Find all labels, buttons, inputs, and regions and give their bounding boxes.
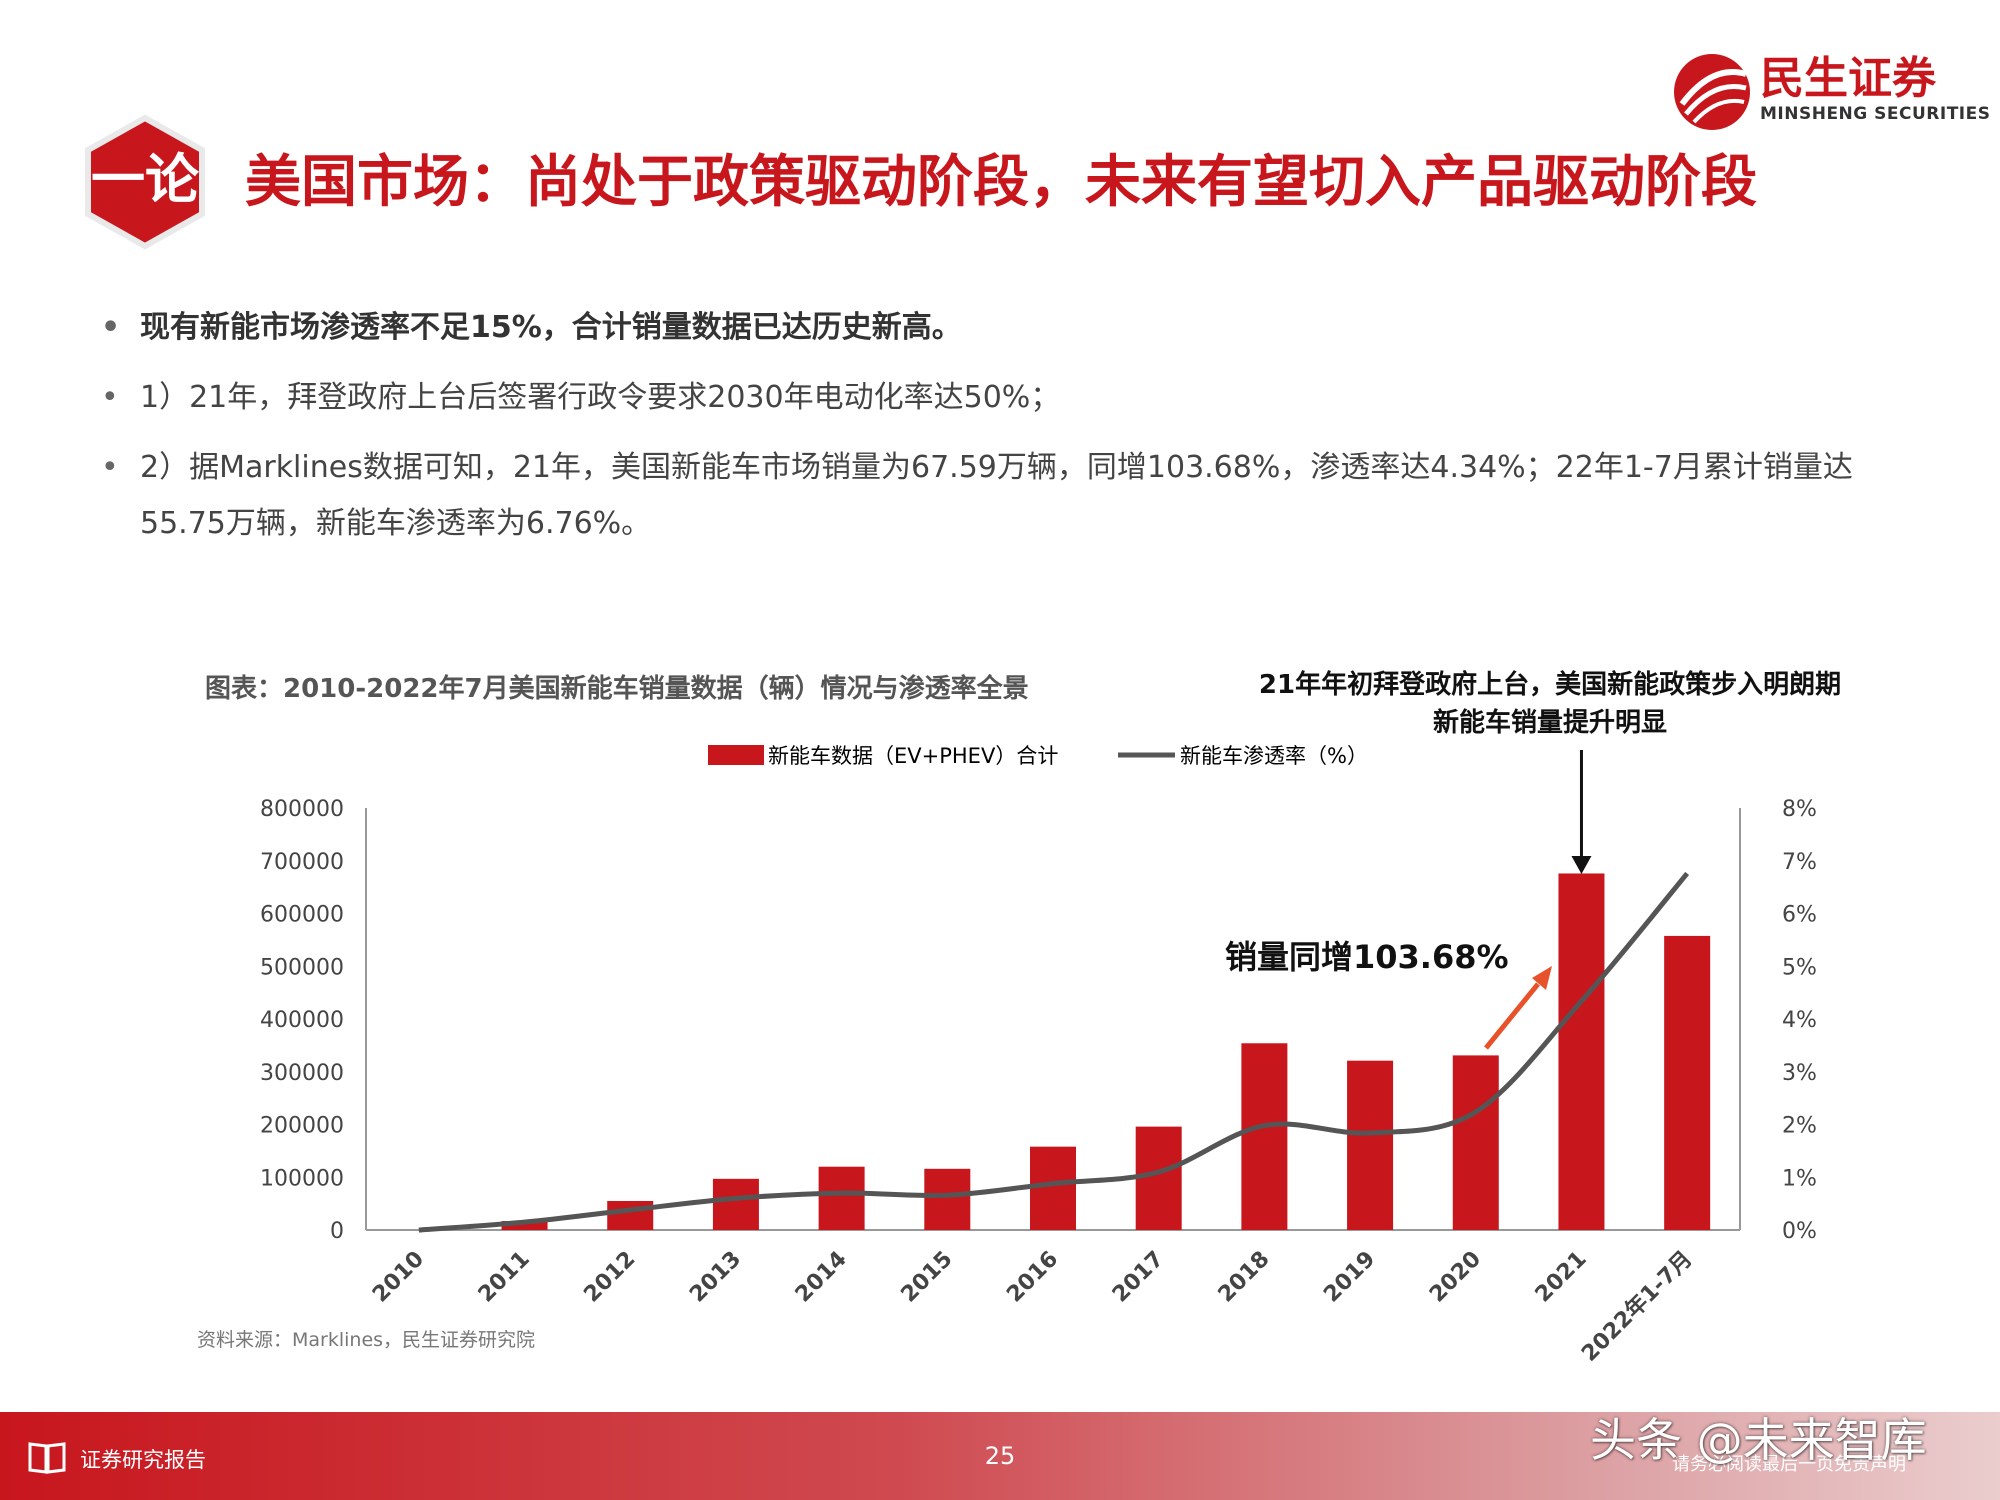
bullet-item: • 现有新能市场渗透率不足15%，合计销量数据已达历史新高。 <box>95 300 1925 356</box>
bullet-dot-icon: • <box>101 310 121 345</box>
bar <box>818 1166 865 1230</box>
chart-note: 21年年初拜登政府上台，美国新能政策步入明朗期 新能车销量提升明显 <box>1220 666 1880 742</box>
x-tick-label: 2022年1-7月 <box>1576 1246 1697 1367</box>
legend-bar-label: 新能车数据（EV+PHEV）合计 <box>768 744 1058 768</box>
y-tick-label: 100000 <box>260 1166 344 1191</box>
bar <box>924 1168 971 1230</box>
y-tick-label: 400000 <box>260 1008 344 1033</box>
footer-bar <box>0 1412 2000 1500</box>
penetration-line <box>418 871 1690 1233</box>
bullet-text: 1）21年，拜登政府上台后签署行政令要求2030年电动化率达50%； <box>140 380 1061 415</box>
bar <box>501 1221 548 1230</box>
y2-tick-label: 6% <box>1782 903 1817 928</box>
chart-title: 图表：2010-2022年7月美国新能车销量数据（辆）情况与渗透率全景 <box>205 674 1029 704</box>
book-icon <box>28 1442 66 1474</box>
bar <box>1452 1055 1499 1230</box>
y2-tick-label: 4% <box>1782 1008 1817 1033</box>
y2-tick-label: 1% <box>1782 1166 1817 1191</box>
legend-line-label: 新能车渗透率（%） <box>1180 744 1368 768</box>
page-number: 25 <box>984 1442 1016 1470</box>
bar <box>1241 1043 1288 1230</box>
growth-arrow-head <box>1532 966 1552 990</box>
page-title: 美国市场：尚处于政策驱动阶段，未来有望切入产品驱动阶段 <box>245 150 1757 215</box>
x-tick-label: 2021 <box>1531 1247 1592 1308</box>
x-tick-label: 2020 <box>1425 1247 1486 1308</box>
x-tick-label: 2010 <box>368 1247 429 1308</box>
watermark: 头条 @未来智库 <box>1590 1413 1927 1467</box>
y2-tick-label: 0% <box>1782 1219 1817 1244</box>
y-tick-label: 200000 <box>260 1114 344 1139</box>
bar <box>1664 935 1711 1230</box>
bullet-item: • 2）据Marklines数据可知，21年，美国新能车市场销量为67.59万辆… <box>95 440 1925 552</box>
bar <box>1030 1146 1076 1230</box>
minsheng-logo <box>1672 52 1957 132</box>
chart-source: 资料来源：Marklines，民生证券研究院 <box>197 1329 536 1351</box>
y2-tick-label: 7% <box>1782 850 1817 875</box>
x-tick-label: 2015 <box>897 1247 958 1308</box>
y2-tick-label: 2% <box>1782 1114 1817 1139</box>
minsheng-logo-icon <box>1674 54 1750 130</box>
x-tick-label: 2016 <box>1002 1247 1063 1308</box>
footer-disclaimer: 请务必阅读最后一页免责声明 <box>1672 1454 1906 1475</box>
line-series <box>418 871 1690 1233</box>
y-tick-label: 500000 <box>260 955 344 980</box>
logo-english-name: MINSHENG SECURITIES <box>1760 104 1991 124</box>
x-tick-label: 2018 <box>1214 1247 1275 1308</box>
x-tick-label: 2012 <box>579 1247 640 1308</box>
chart-callout: 销量同增103.68% <box>1225 938 1509 976</box>
bar <box>1135 1126 1182 1230</box>
y2-tick-label: 8% <box>1782 797 1817 822</box>
growth-arrow-shaft <box>1484 982 1540 1050</box>
bullet-text: 现有新能市场渗透率不足15%，合计销量数据已达历史新高。 <box>140 310 962 345</box>
x-tick-label: 2019 <box>1319 1247 1380 1308</box>
bar-series <box>501 873 1711 1230</box>
legend-bar-swatch <box>708 745 764 765</box>
note-arrow-head <box>1571 856 1592 874</box>
y-tick-label: 300000 <box>260 1061 344 1086</box>
bullet-dot-icon: • <box>101 380 119 415</box>
chart-arrows <box>1484 750 1592 1050</box>
y-tick-label: 700000 <box>260 850 344 875</box>
y-tick-label: 800000 <box>260 797 344 822</box>
chart-note-line: 21年年初拜登政府上台，美国新能政策步入明朗期 <box>1258 670 1842 700</box>
chart-legend: 新能车数据（EV+PHEV）合计 新能车渗透率（%） <box>708 744 1368 768</box>
bar <box>1347 1060 1394 1230</box>
section-badge <box>80 112 210 252</box>
y2-tick-label: 3% <box>1782 1061 1817 1086</box>
x-tick-label: 2017 <box>1108 1247 1169 1308</box>
bar <box>607 1200 654 1230</box>
bar <box>712 1178 759 1230</box>
y-tick-label: 600000 <box>260 903 344 928</box>
x-tick-label: 2011 <box>474 1247 535 1308</box>
bullet-list: • 现有新能市场渗透率不足15%，合计销量数据已达历史新高。 • 1）21年，拜… <box>95 300 1925 566</box>
x-tick-label: 2014 <box>791 1247 852 1308</box>
footer-label: 证券研究报告 <box>80 1448 206 1472</box>
x-tick-label: 2013 <box>685 1247 746 1308</box>
logo-name: 民生证券 <box>1760 53 1936 104</box>
bullet-item: • 1）21年，拜登政府上台后签署行政令要求2030年电动化率达50%； <box>95 370 1925 426</box>
bullet-text: 2）据Marklines数据可知，21年，美国新能车市场销量为67.59万辆，同… <box>140 450 1853 541</box>
bar <box>1558 873 1605 1230</box>
chart-note-line: 新能车销量提升明显 <box>1432 708 1667 738</box>
y-tick-label: 0 <box>330 1219 344 1244</box>
badge-text: 一论 <box>91 148 199 211</box>
y2-tick-label: 5% <box>1782 955 1817 980</box>
bullet-dot-icon: • <box>101 450 119 485</box>
